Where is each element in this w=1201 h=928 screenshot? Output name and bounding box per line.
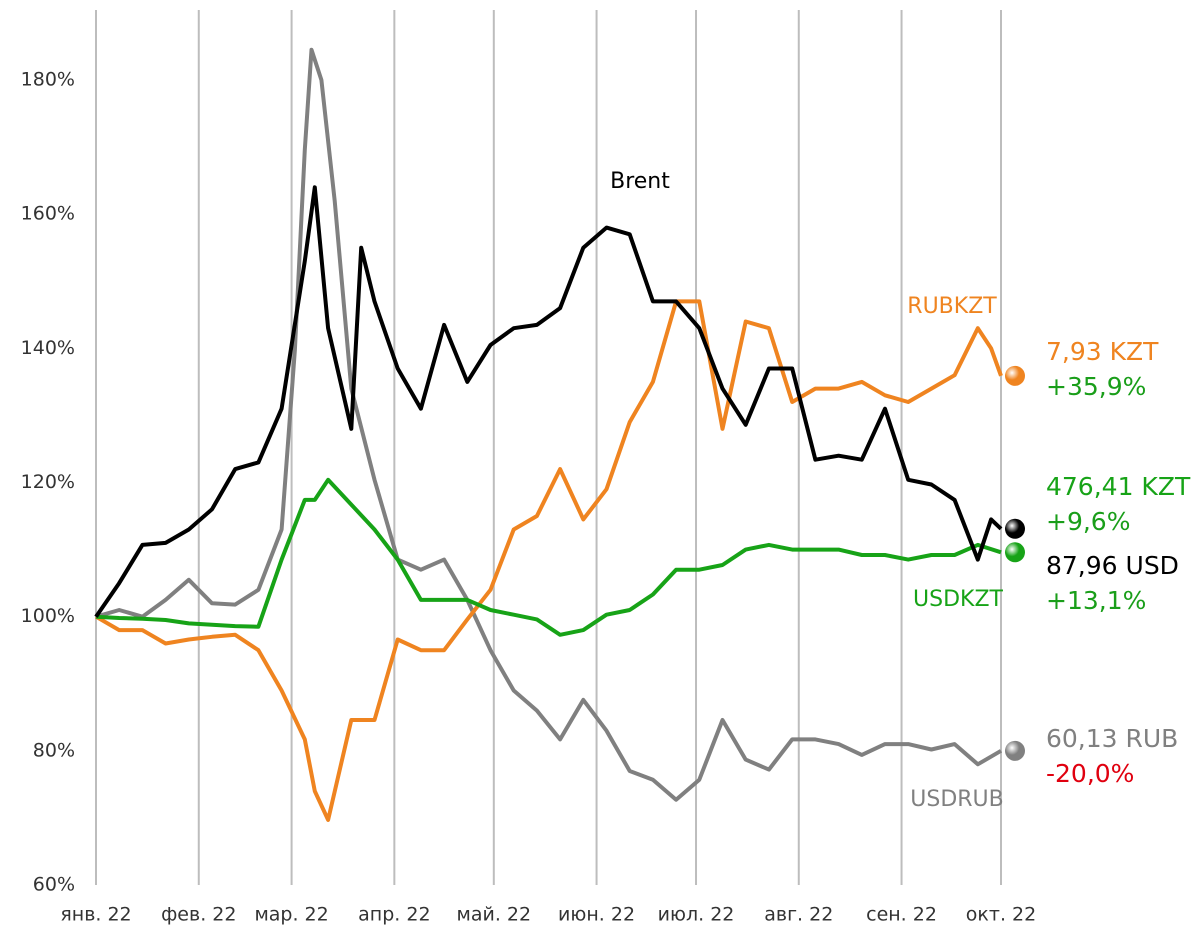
change-label: -20,0% (1046, 759, 1134, 788)
end-dot (1005, 518, 1025, 539)
series-label: USDKZT (913, 587, 1004, 612)
change-label: +9,6% (1046, 507, 1130, 536)
x-tick-label: янв. 22 (60, 904, 131, 926)
x-tick-label: фев. 22 (161, 904, 236, 926)
y-tick-label: 160% (21, 203, 75, 225)
y-tick-label: 120% (21, 471, 75, 493)
y-tick-label: 180% (21, 69, 75, 91)
x-tick-label: апр. 22 (358, 904, 430, 926)
x-tick-label: июл. 22 (658, 904, 735, 926)
end-dot (1005, 740, 1025, 761)
price-label: 87,96 USD (1046, 551, 1179, 580)
line (94, 299, 1003, 822)
x-tick-label: авг. 22 (764, 904, 833, 926)
change-label: +13,1% (1046, 586, 1146, 615)
series-label: Brent (610, 169, 670, 194)
change-label: +35,9% (1046, 372, 1146, 401)
line (94, 185, 1003, 618)
price-label: 60,13 RUB (1046, 724, 1178, 753)
line (95, 477, 1002, 637)
series-label: USDRUB (910, 787, 1004, 812)
x-tick-label: сен. 22 (866, 904, 937, 926)
x-tick-label: май. 22 (457, 904, 532, 926)
y-tick-label: 100% (21, 605, 75, 627)
x-tick-label: июн. 22 (558, 904, 635, 926)
y-tick-label: 140% (21, 337, 75, 359)
x-tick-label: окт. 22 (966, 904, 1036, 926)
line (95, 47, 1003, 802)
price-label: 7,93 KZT (1046, 337, 1159, 366)
series-label: RUBKZT (907, 294, 997, 319)
y-tick-label: 80% (33, 739, 75, 761)
y-tick-label: 60% (33, 874, 75, 896)
x-tick-label: мар. 22 (254, 904, 328, 926)
end-dot (1005, 542, 1025, 563)
end-dot (1005, 365, 1025, 386)
price-label: 476,41 KZT (1046, 472, 1191, 501)
